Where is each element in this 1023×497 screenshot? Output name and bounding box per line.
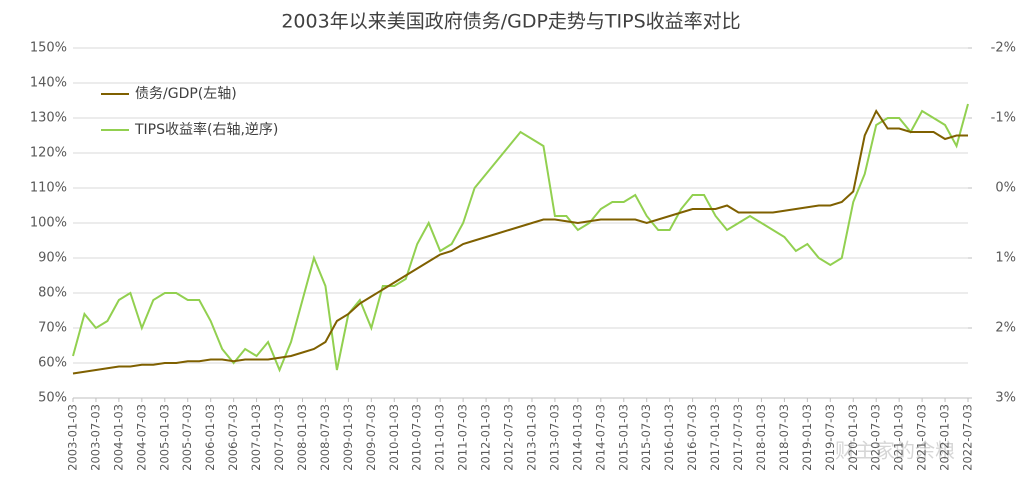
x-tick-label: 2003-07-03 [88, 404, 102, 471]
x-tick-label: 2007-07-03 [272, 404, 286, 471]
x-tick-label: 2021-01-03 [892, 404, 906, 471]
x-tick-label: 2013-01-03 [524, 404, 538, 471]
y-tick-label: 90% [38, 251, 67, 266]
x-tick-label: 2004-01-03 [111, 404, 125, 471]
x-tick-label: 2016-01-03 [662, 404, 676, 471]
x-tick-label: 2014-01-03 [570, 404, 584, 471]
x-tick-label: 2006-01-03 [203, 404, 217, 471]
x-tick-label: 2018-07-03 [777, 404, 791, 471]
x-tick-label: 2005-07-03 [180, 404, 194, 471]
y-tick-label: 50% [38, 391, 67, 406]
y2-tick-label: -2% [991, 41, 1016, 56]
series-line [72, 108, 968, 375]
series-line [72, 103, 969, 373]
y-tick-label: 140% [30, 76, 67, 91]
y-tick-label: 70% [38, 321, 67, 336]
x-tick-label: 2004-07-03 [134, 404, 148, 471]
y-tick-label: 120% [30, 146, 67, 161]
watermark: 财主家的余粮 [835, 439, 955, 463]
x-tick-label: 2019-01-03 [800, 404, 814, 471]
x-tick-label: 2009-01-03 [341, 404, 355, 471]
x-tick-label: 2016-07-03 [685, 404, 699, 471]
x-tick-label: 2022-07-03 [961, 404, 975, 471]
x-tick-label: 2006-07-03 [226, 404, 240, 471]
x-tick-label: 2007-01-03 [249, 404, 263, 471]
x-tick-label: 2017-01-03 [708, 404, 722, 471]
x-tick-label: 2012-01-03 [479, 404, 493, 471]
x-tick-label: 2020-01-03 [846, 404, 860, 471]
y-tick-label: 110% [30, 181, 67, 196]
x-tick-label: 2014-07-03 [593, 404, 607, 471]
x-tick-label: 2013-07-03 [547, 404, 561, 471]
x-tick-label: 2021-07-03 [915, 404, 929, 471]
y2-tick-label: 3% [995, 391, 1016, 406]
x-tick-label: 2010-01-03 [387, 404, 401, 471]
x-tick-label: 2009-07-03 [364, 404, 378, 471]
x-tick-label: 2018-01-03 [754, 404, 768, 471]
x-tick-label: 2012-07-03 [502, 404, 516, 471]
y-tick-label: 150% [30, 41, 67, 56]
x-tick-label: 2015-01-03 [616, 404, 630, 471]
x-tick-label: 2015-07-03 [639, 404, 653, 471]
x-tick-label: 2010-07-03 [410, 404, 424, 471]
x-tick-label: 2022-01-03 [938, 404, 952, 471]
chart-title: 2003年以来美国政府债务/GDP走势与TIPS收益率对比 [281, 11, 740, 33]
x-tick-label: 2005-01-03 [157, 404, 171, 471]
x-tick-label: 2011-07-03 [456, 404, 470, 471]
y2-tick-label: 2% [995, 321, 1016, 336]
x-tick-label: 2019-07-03 [823, 404, 837, 471]
y2-tick-label: 1% [995, 251, 1016, 266]
y-tick-label: 100% [30, 216, 67, 231]
y2-tick-label: 0% [995, 181, 1016, 196]
legend-label: TIPS收益率(右轴,逆序) [134, 121, 278, 138]
y-tick-label: 60% [38, 356, 67, 371]
x-tick-label: 2003-01-03 [66, 404, 80, 471]
x-tick-label: 2017-07-03 [731, 404, 745, 471]
x-tick-label: 2011-01-03 [433, 404, 447, 471]
y-tick-label: 80% [38, 286, 67, 301]
x-tick-label: 2008-01-03 [295, 404, 309, 471]
y-tick-label: 130% [30, 111, 67, 126]
y2-tick-label: -1% [991, 111, 1016, 126]
x-tick-label: 2020-07-03 [869, 404, 883, 471]
legend-label: 债务/GDP(左轴) [135, 86, 237, 102]
x-tick-label: 2008-07-03 [318, 404, 332, 471]
